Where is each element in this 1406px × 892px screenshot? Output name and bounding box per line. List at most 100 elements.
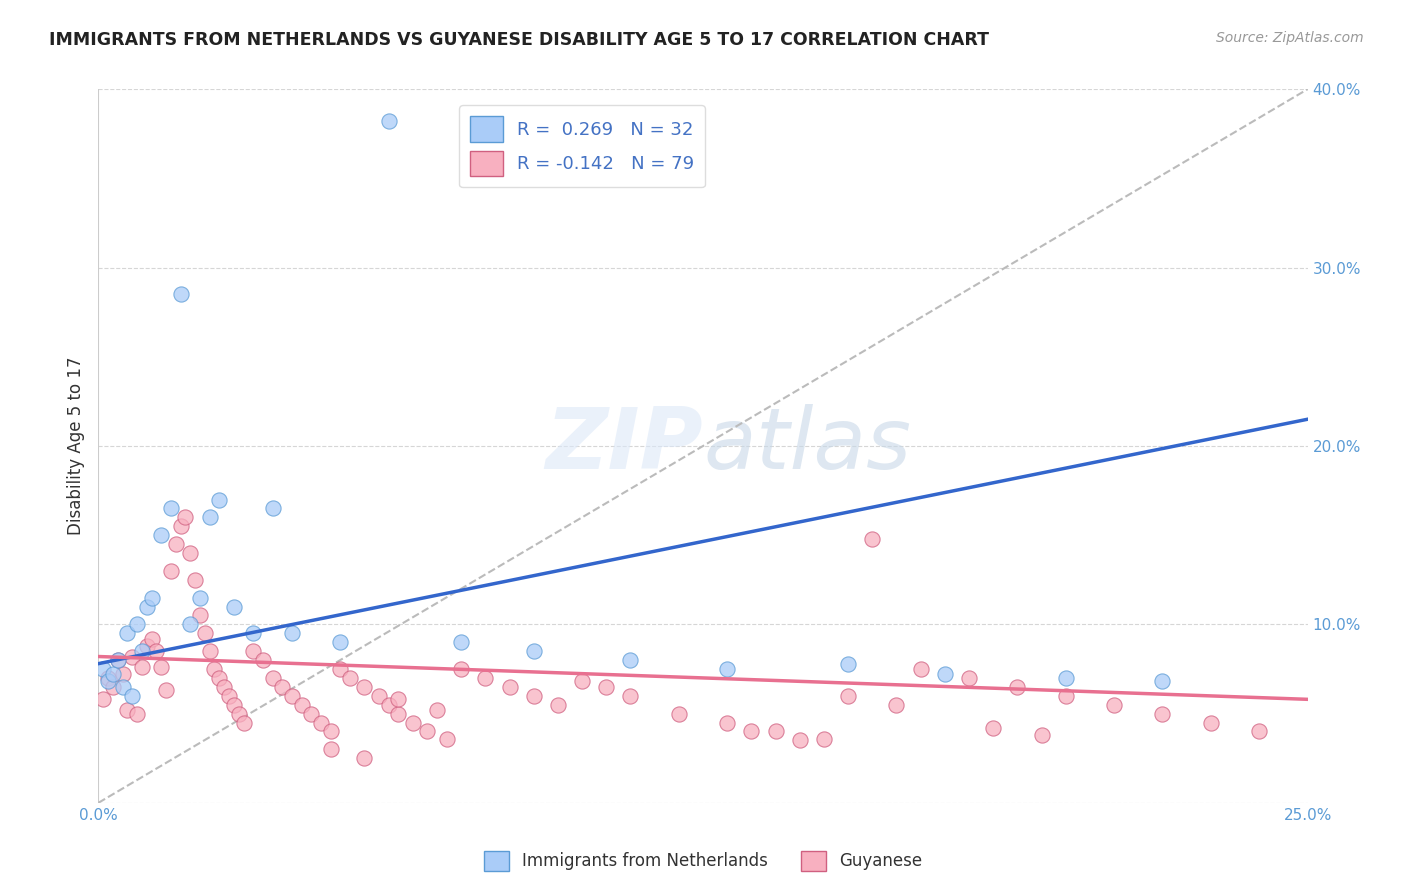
Point bbox=[619, 653, 641, 667]
Text: atlas: atlas bbox=[703, 404, 911, 488]
Point bbox=[402, 715, 425, 730]
Point bbox=[765, 724, 787, 739]
Point bbox=[368, 689, 391, 703]
Point bbox=[212, 680, 235, 694]
Point bbox=[329, 662, 352, 676]
Text: Source: ZipAtlas.com: Source: ZipAtlas.com bbox=[1216, 31, 1364, 45]
Point bbox=[184, 573, 207, 587]
Point bbox=[117, 626, 139, 640]
Point bbox=[155, 683, 177, 698]
Point bbox=[218, 689, 240, 703]
Point bbox=[1031, 728, 1053, 742]
Point bbox=[131, 644, 153, 658]
Point bbox=[789, 733, 811, 747]
Point bbox=[319, 724, 342, 739]
Point bbox=[299, 706, 322, 721]
Point bbox=[204, 662, 226, 676]
Point bbox=[860, 532, 883, 546]
Point bbox=[194, 626, 217, 640]
Point bbox=[198, 644, 221, 658]
Point bbox=[436, 731, 458, 746]
Point bbox=[121, 649, 143, 664]
Point bbox=[1152, 706, 1174, 721]
Point bbox=[150, 660, 173, 674]
Point bbox=[281, 689, 304, 703]
Point bbox=[523, 689, 546, 703]
Point bbox=[498, 680, 520, 694]
Legend: Immigrants from Netherlands, Guyanese: Immigrants from Netherlands, Guyanese bbox=[475, 842, 931, 880]
Point bbox=[339, 671, 361, 685]
Point bbox=[1007, 680, 1029, 694]
Point bbox=[101, 667, 124, 681]
Point bbox=[813, 731, 835, 746]
Point bbox=[716, 715, 738, 730]
Point bbox=[97, 671, 120, 685]
Legend: R =  0.269   N = 32, R = -0.142   N = 79: R = 0.269 N = 32, R = -0.142 N = 79 bbox=[460, 105, 704, 187]
Point bbox=[141, 632, 163, 646]
Point bbox=[450, 635, 472, 649]
Point bbox=[619, 689, 641, 703]
Point bbox=[165, 537, 187, 551]
Point bbox=[957, 671, 980, 685]
Point bbox=[668, 706, 690, 721]
Point bbox=[111, 667, 134, 681]
Point bbox=[309, 715, 332, 730]
Y-axis label: Disability Age 5 to 17: Disability Age 5 to 17 bbox=[66, 357, 84, 535]
Point bbox=[179, 546, 201, 560]
Point bbox=[208, 492, 231, 507]
Point bbox=[377, 114, 399, 128]
Point bbox=[353, 680, 375, 694]
Point bbox=[377, 698, 399, 712]
Point bbox=[416, 724, 439, 739]
Point bbox=[319, 742, 342, 756]
Point bbox=[188, 608, 211, 623]
Point bbox=[934, 667, 956, 681]
Point bbox=[135, 639, 157, 653]
Point bbox=[1199, 715, 1222, 730]
Point bbox=[179, 617, 201, 632]
Point bbox=[271, 680, 294, 694]
Point bbox=[107, 653, 129, 667]
Point bbox=[290, 698, 312, 712]
Point bbox=[1054, 671, 1077, 685]
Point bbox=[160, 501, 183, 516]
Point bbox=[523, 644, 546, 658]
Point bbox=[169, 287, 191, 301]
Point bbox=[1102, 698, 1125, 712]
Point bbox=[910, 662, 932, 676]
Point bbox=[387, 706, 409, 721]
Text: ZIP: ZIP bbox=[546, 404, 703, 488]
Point bbox=[242, 626, 264, 640]
Point bbox=[127, 617, 149, 632]
Text: IMMIGRANTS FROM NETHERLANDS VS GUYANESE DISABILITY AGE 5 TO 17 CORRELATION CHART: IMMIGRANTS FROM NETHERLANDS VS GUYANESE … bbox=[49, 31, 990, 49]
Point bbox=[91, 662, 114, 676]
Point bbox=[353, 751, 375, 765]
Point bbox=[281, 626, 304, 640]
Point bbox=[837, 657, 859, 671]
Point bbox=[262, 501, 284, 516]
Point bbox=[160, 564, 183, 578]
Point bbox=[242, 644, 264, 658]
Point bbox=[547, 698, 569, 712]
Point bbox=[474, 671, 496, 685]
Point bbox=[981, 721, 1004, 735]
Point bbox=[837, 689, 859, 703]
Point bbox=[232, 715, 254, 730]
Point bbox=[886, 698, 908, 712]
Point bbox=[141, 591, 163, 605]
Point bbox=[595, 680, 617, 694]
Point bbox=[222, 698, 245, 712]
Point bbox=[135, 599, 157, 614]
Point bbox=[111, 680, 134, 694]
Point bbox=[121, 689, 143, 703]
Point bbox=[329, 635, 352, 649]
Point bbox=[169, 519, 191, 533]
Point bbox=[97, 674, 120, 689]
Point bbox=[571, 674, 593, 689]
Point bbox=[188, 591, 211, 605]
Point bbox=[127, 706, 149, 721]
Point bbox=[450, 662, 472, 676]
Point bbox=[228, 706, 250, 721]
Point bbox=[145, 644, 167, 658]
Point bbox=[174, 510, 197, 524]
